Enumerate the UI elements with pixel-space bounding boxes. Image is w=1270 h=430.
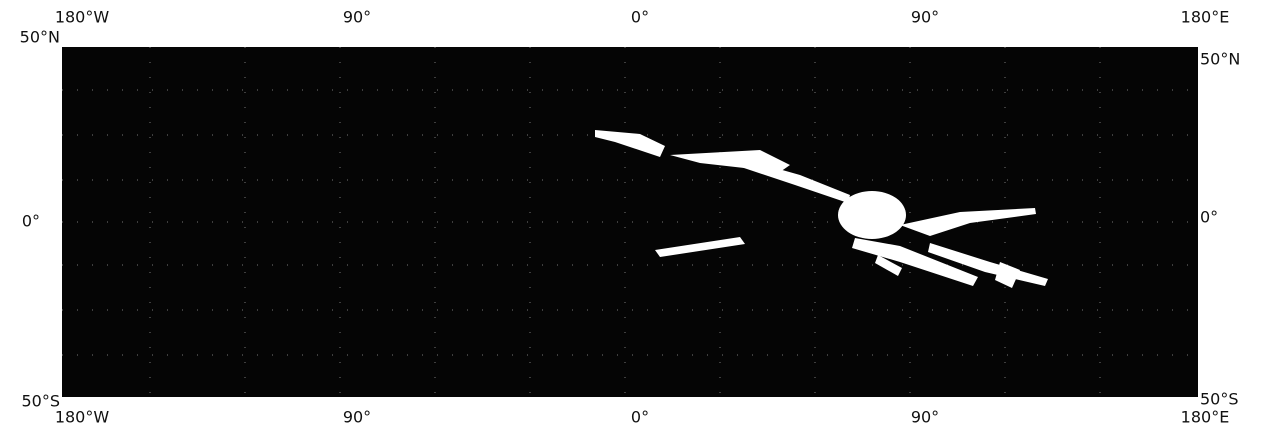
longitude-label: 90° — [343, 408, 371, 427]
map: 180°W 90° 0° 90° 180°E 180°W 90° 0° 90° … — [0, 0, 1270, 430]
right-labels: 50°N 0° 50°S — [1200, 50, 1240, 409]
latitude-label: 0° — [1200, 208, 1218, 227]
longitude-label: 180°W — [55, 8, 110, 27]
longitude-label: 180°W — [55, 408, 110, 427]
latitude-label: 50°N — [20, 28, 60, 47]
longitude-label: 0° — [631, 408, 649, 427]
longitude-label: 90° — [343, 8, 371, 27]
bottom-labels: 180°W 90° 0° 90° 180°E — [55, 408, 1230, 427]
longitude-label: 90° — [911, 408, 939, 427]
latitude-label: 50°S — [1200, 390, 1239, 409]
latitude-label: 50°S — [21, 392, 60, 411]
latitude-label: 0° — [22, 212, 40, 231]
latitude-label: 50°N — [1200, 50, 1240, 69]
left-labels: 50°N 0° 50°S — [20, 28, 60, 411]
longitude-label: 180°E — [1181, 8, 1230, 27]
map-area — [62, 47, 1198, 397]
longitude-label: 180°E — [1181, 408, 1230, 427]
longitude-label: 0° — [631, 8, 649, 27]
longitude-label: 90° — [911, 8, 939, 27]
top-labels: 180°W 90° 0° 90° 180°E — [55, 8, 1230, 27]
